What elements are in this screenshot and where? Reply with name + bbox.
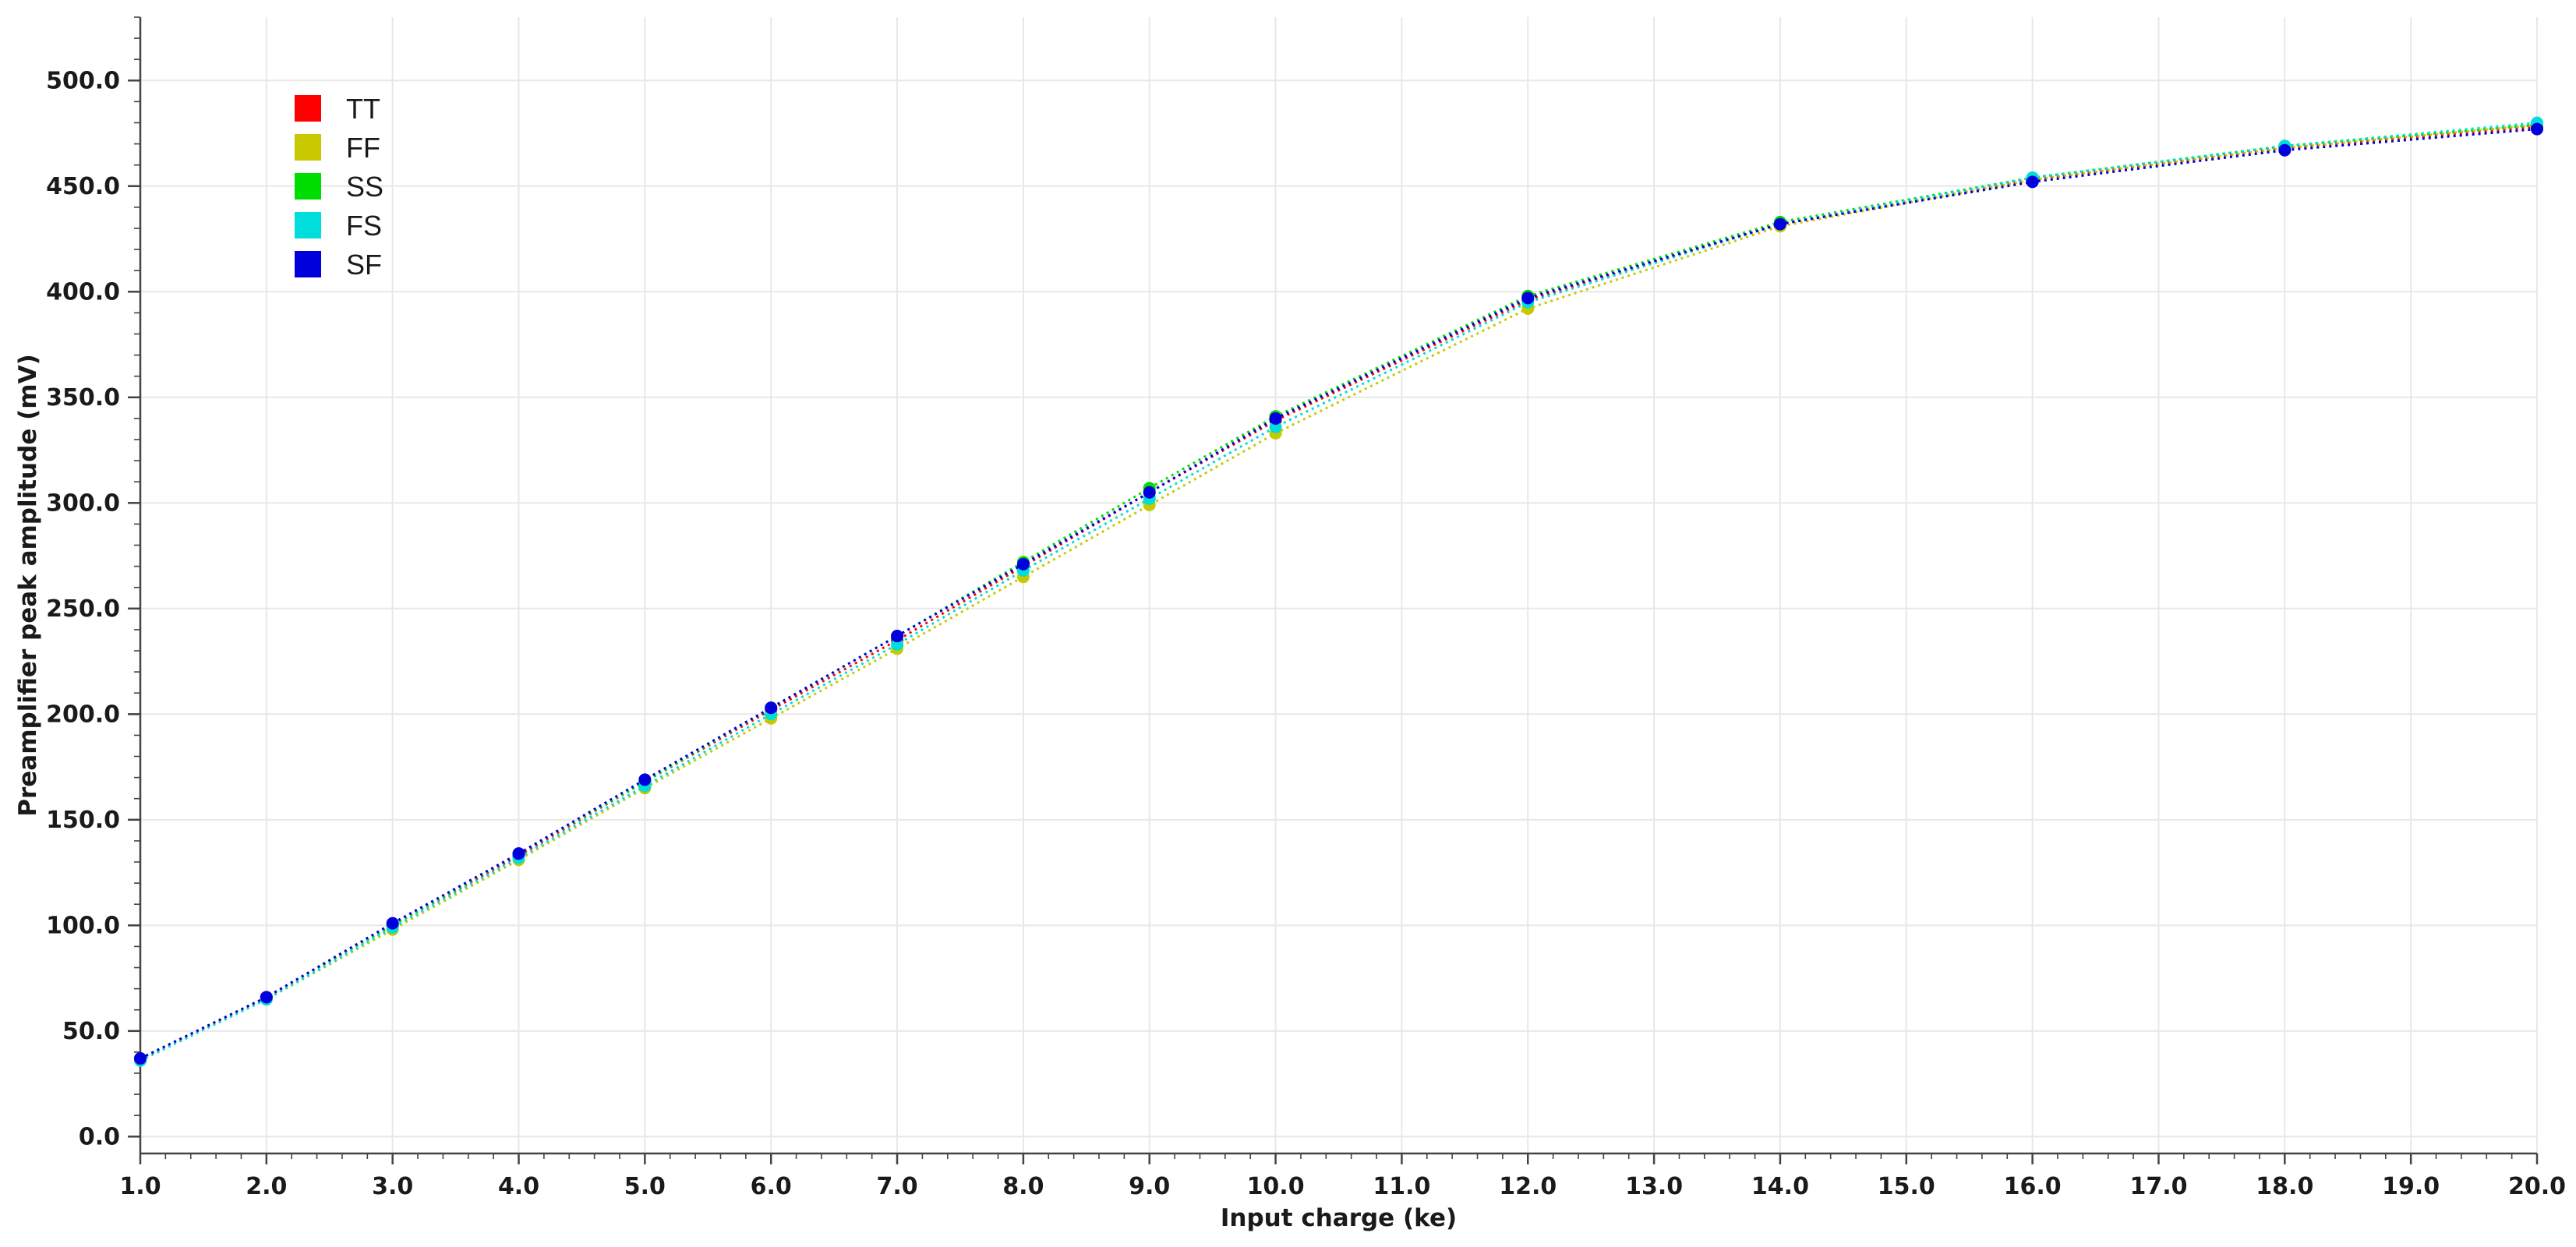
y-axis-title: Preamplifier peak amplitude (mV) (14, 354, 42, 817)
data-point-sf (512, 847, 525, 860)
x-tick-label: 15.0 (1878, 1173, 1935, 1200)
series-fs (134, 116, 2543, 1067)
x-tick-label: 2.0 (246, 1173, 287, 1200)
series-line-ss (140, 123, 2538, 1060)
x-tick-label: 6.0 (751, 1173, 792, 1200)
grid (140, 17, 2538, 1153)
y-tick-label: 450.0 (46, 173, 120, 200)
x-axis-title: Input charge (ke) (1221, 1204, 1457, 1232)
legend-swatch-tt (295, 95, 321, 122)
series-tt (134, 120, 2543, 1065)
x-tick-label: 5.0 (624, 1173, 666, 1200)
data-point-sf (260, 991, 273, 1004)
y-tick-label: 50.0 (62, 1018, 120, 1045)
data-point-sf (2278, 143, 2292, 157)
x-tick-label: 17.0 (2129, 1173, 2187, 1200)
x-tick-label: 12.0 (1499, 1173, 1557, 1200)
data-point-sf (1269, 412, 1282, 425)
data-point-sf (1016, 557, 1030, 571)
x-tick-label: 16.0 (2004, 1173, 2062, 1200)
data-point-sf (386, 917, 399, 930)
x-tick-label: 4.0 (498, 1173, 539, 1200)
x-tick-label: 10.0 (1247, 1173, 1305, 1200)
x-tick-label: 1.0 (119, 1173, 161, 1200)
data-point-sf (891, 630, 904, 643)
series-line-sf (140, 128, 2538, 1060)
y-tick-label: 250.0 (46, 595, 120, 623)
data-point-sf (2026, 175, 2039, 189)
x-tick-label: 19.0 (2382, 1173, 2440, 1200)
legend-label-fs: FS (346, 210, 382, 242)
axes: 1.0 2.0 3.0 4.0 5.0 6.0 7.0 8.0 9.0 10.0 11.0 12.0 1… (46, 16, 2566, 1200)
series-line-ff (140, 123, 2538, 1062)
y-tick-label: 200.0 (46, 701, 120, 728)
series-ff (134, 118, 2543, 1067)
legend-swatch-sf (295, 251, 321, 277)
x-tick-label: 3.0 (372, 1173, 413, 1200)
series-group (134, 116, 2543, 1067)
legend-label-ss: SS (346, 171, 383, 203)
data-point-sf (638, 773, 652, 786)
y-tick-label: 0.0 (79, 1123, 120, 1150)
legend-label-tt: TT (346, 93, 380, 125)
legend-swatch-ff (295, 134, 321, 161)
legend-label-ff: FF (346, 132, 380, 164)
x-tick-label: 9.0 (1129, 1173, 1170, 1200)
y-tick-label: 500.0 (46, 67, 120, 94)
data-point-sf (2531, 122, 2543, 136)
legend-swatch-fs (295, 212, 321, 238)
data-point-sf (1143, 486, 1156, 499)
series-ss (134, 118, 2543, 1065)
data-point-sf (765, 701, 778, 715)
data-point-sf (1773, 217, 1786, 231)
x-tick-label: 11.0 (1373, 1173, 1430, 1200)
y-tick-label: 150.0 (46, 807, 120, 834)
y-tick-label: 300.0 (46, 489, 120, 517)
legend-swatch-ss (295, 173, 321, 200)
series-line-tt (140, 125, 2538, 1060)
x-tick-label: 8.0 (1002, 1173, 1044, 1200)
x-tick-label: 18.0 (2256, 1173, 2313, 1200)
x-tick-label: 13.0 (1625, 1173, 1683, 1200)
series-line-fs (140, 122, 2538, 1062)
x-tick-label: 7.0 (876, 1173, 917, 1200)
y-tick-label: 350.0 (46, 384, 120, 412)
y-tick-label: 100.0 (46, 912, 120, 939)
x-tick-label: 20.0 (2508, 1173, 2566, 1200)
y-tick-label: 400.0 (46, 278, 120, 306)
x-tick-label: 14.0 (1751, 1173, 1809, 1200)
data-point-sf (134, 1052, 147, 1065)
legend-label-sf: SF (346, 249, 382, 281)
legend: TT FF SS FS SF (295, 93, 383, 281)
series-sf (134, 122, 2543, 1065)
data-point-sf (1521, 291, 1535, 305)
